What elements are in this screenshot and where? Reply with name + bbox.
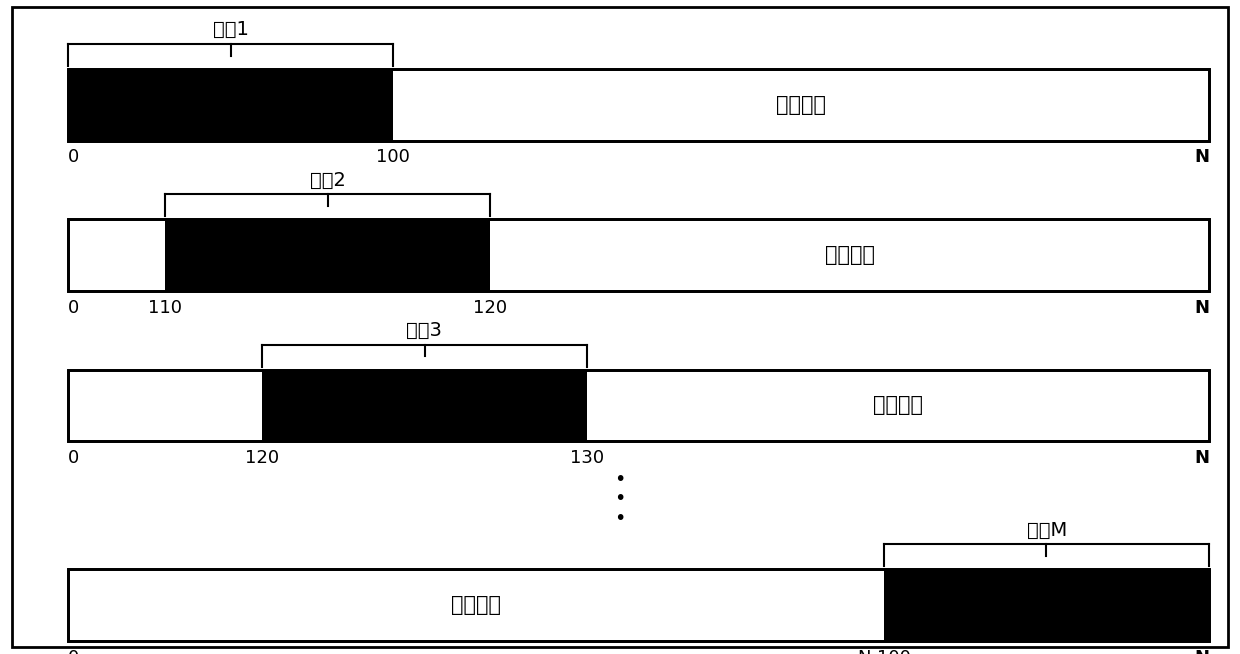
Text: 样本1: 样本1 [213, 20, 249, 39]
Text: •: • [614, 489, 626, 508]
Text: •: • [614, 509, 626, 528]
Text: 原始数据: 原始数据 [873, 396, 923, 415]
Text: 原始数据: 原始数据 [451, 595, 501, 615]
Bar [165, 219, 490, 291]
Text: 样本3: 样本3 [407, 321, 443, 340]
Text: 样本M: 样本M [1027, 521, 1068, 540]
Text: N-100: N-100 [857, 649, 911, 654]
Bar [68, 569, 1209, 641]
Text: N: N [1194, 148, 1209, 167]
Text: 0: 0 [68, 649, 79, 654]
Bar [68, 219, 1209, 291]
Text: N: N [1194, 649, 1209, 654]
Bar [68, 69, 393, 141]
Bar [68, 69, 1209, 141]
Text: 100: 100 [377, 148, 410, 167]
Bar [68, 370, 1209, 441]
Text: 0: 0 [68, 148, 79, 167]
Bar [68, 219, 1209, 291]
Bar [884, 569, 1209, 641]
Text: 0: 0 [68, 299, 79, 317]
Bar [262, 370, 588, 441]
Text: •: • [614, 470, 626, 489]
Text: 130: 130 [570, 449, 604, 468]
Text: 样本2: 样本2 [310, 171, 346, 190]
Text: 原始数据: 原始数据 [776, 95, 826, 114]
Text: N: N [1194, 449, 1209, 468]
Text: 120: 120 [246, 449, 279, 468]
Text: N: N [1194, 299, 1209, 317]
Text: 120: 120 [474, 299, 507, 317]
Text: 0: 0 [68, 449, 79, 468]
Bar [68, 370, 1209, 441]
Bar [68, 69, 1209, 141]
Text: 原始数据: 原始数据 [825, 245, 874, 265]
Bar [68, 569, 1209, 641]
Text: 110: 110 [148, 299, 182, 317]
